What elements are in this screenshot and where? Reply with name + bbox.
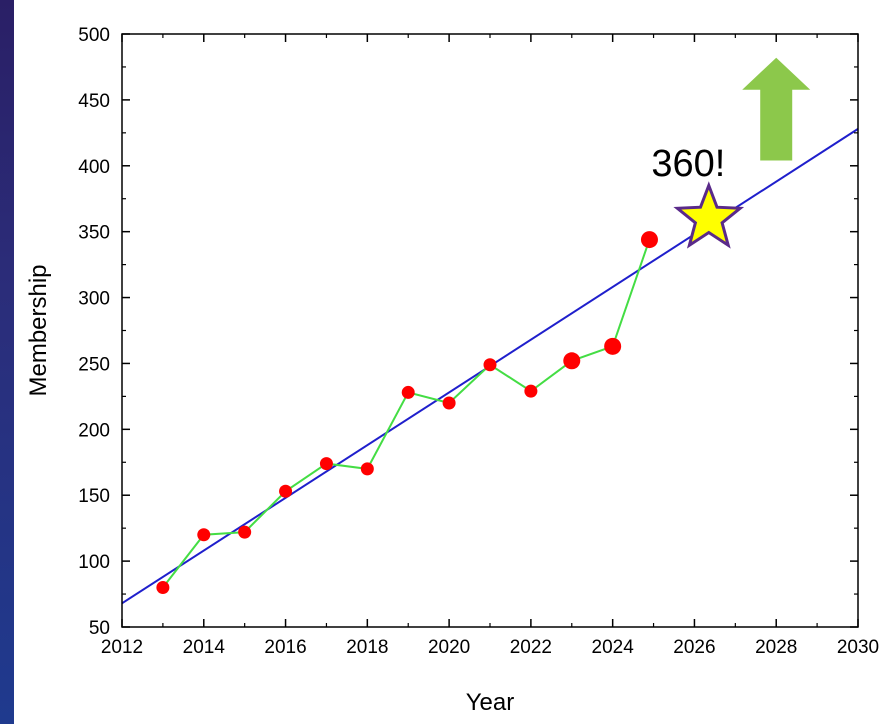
x-tick-label: 2022 [510, 637, 552, 658]
x-tick-label: 2024 [592, 637, 635, 658]
membership-chart: 2012 2014 2016 2018 2020 2022 2024 2026 2028 2030… [25, 25, 879, 716]
data-point [156, 580, 170, 594]
x-tick-label: 2012 [101, 637, 143, 658]
data-point [563, 352, 581, 370]
x-tick-label: 2016 [264, 637, 306, 658]
x-tick-label: 2018 [346, 637, 388, 658]
data-point [319, 457, 333, 471]
x-tick-label: 2028 [755, 637, 797, 658]
y-tick-label: 400 [78, 157, 110, 178]
data-point [524, 384, 538, 398]
data-point [279, 484, 293, 498]
y-tick-label: 200 [78, 420, 110, 441]
plot-frame [121, 33, 859, 628]
chart-panel: 2012 2014 2016 2018 2020 2022 2024 2026 2028 2030… [14, 0, 895, 724]
x-tick-label: 2026 [673, 637, 715, 658]
y-tick-label: 350 [78, 223, 110, 244]
x-tick-label: 2014 [183, 637, 226, 658]
data-point [360, 462, 374, 476]
annotation-label: 360! [651, 143, 725, 185]
x-axis-title: Year [466, 689, 515, 716]
data-point [640, 231, 658, 249]
data-point [483, 358, 497, 372]
x-tick-label: 2020 [428, 637, 470, 658]
x-tick-label: 2030 [837, 637, 879, 658]
y-tick-label: 100 [78, 552, 110, 573]
y-tick-label: 50 [89, 618, 110, 639]
data-point [197, 528, 211, 542]
series-line [162, 239, 651, 589]
y-tick-label: 300 [78, 289, 110, 310]
y-tick-label: 150 [78, 486, 110, 507]
data-point [401, 385, 415, 399]
y-tick-label: 500 [78, 25, 110, 46]
star-marker [673, 181, 745, 249]
data-point [238, 525, 252, 539]
data-point [442, 396, 456, 410]
data-point [604, 337, 622, 355]
y-tick-label: 250 [78, 354, 110, 375]
y-axis-title: Membership [25, 264, 52, 396]
y-tick-label: 450 [78, 91, 110, 112]
up-arrow [742, 57, 811, 161]
